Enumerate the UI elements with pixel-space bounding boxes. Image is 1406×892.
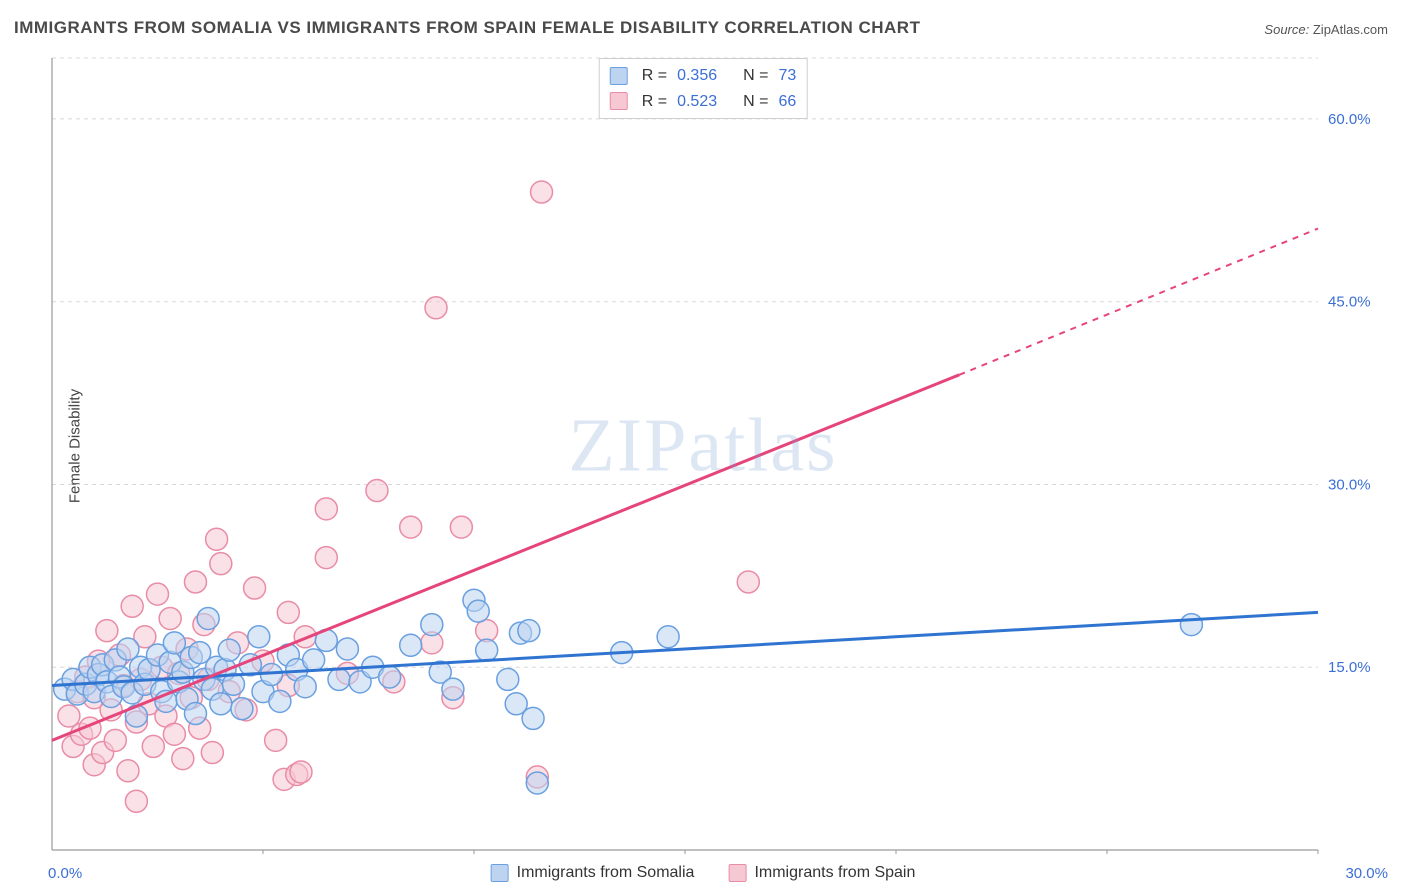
legend-item-somalia: Immigrants from Somalia [491, 864, 695, 882]
swatch-somalia [610, 67, 628, 85]
r-label: R = [642, 63, 667, 89]
source-attribution: Source: ZipAtlas.com [1264, 22, 1388, 37]
legend-label-spain: Immigrants from Spain [754, 864, 915, 882]
n-value-spain: 66 [778, 89, 796, 115]
legend-label-somalia: Immigrants from Somalia [517, 864, 695, 882]
n-label: N = [743, 63, 768, 89]
svg-text:15.0%: 15.0% [1328, 659, 1371, 676]
swatch-somalia [491, 864, 509, 882]
svg-text:45.0%: 45.0% [1328, 294, 1371, 311]
swatch-spain [728, 864, 746, 882]
series-legend: Immigrants from Somalia Immigrants from … [491, 864, 916, 882]
svg-text:30.0%: 30.0% [1328, 476, 1371, 493]
stats-row-somalia: R = 0.356 N = 73 [610, 63, 797, 89]
source-label: Source: [1264, 22, 1309, 37]
stats-legend: R = 0.356 N = 73 R = 0.523 N = 66 [599, 58, 808, 119]
scatter-chart: 15.0% 30.0% 45.0% 60.0% [48, 54, 1388, 854]
svg-text:60.0%: 60.0% [1328, 111, 1371, 128]
swatch-spain [610, 92, 628, 110]
n-label: N = [743, 89, 768, 115]
stats-row-spain: R = 0.523 N = 66 [610, 89, 797, 115]
source-value: ZipAtlas.com [1313, 22, 1388, 37]
r-label: R = [642, 89, 667, 115]
x-tick-right: 30.0% [1345, 865, 1388, 882]
legend-item-spain: Immigrants from Spain [728, 864, 915, 882]
n-value-somalia: 73 [778, 63, 796, 89]
chart-area: 15.0% 30.0% 45.0% 60.0% [48, 54, 1388, 854]
r-value-somalia: 0.356 [677, 63, 717, 89]
r-value-spain: 0.523 [677, 89, 717, 115]
chart-title: IMMIGRANTS FROM SOMALIA VS IMMIGRANTS FR… [14, 18, 920, 38]
x-tick-left: 0.0% [48, 865, 82, 882]
